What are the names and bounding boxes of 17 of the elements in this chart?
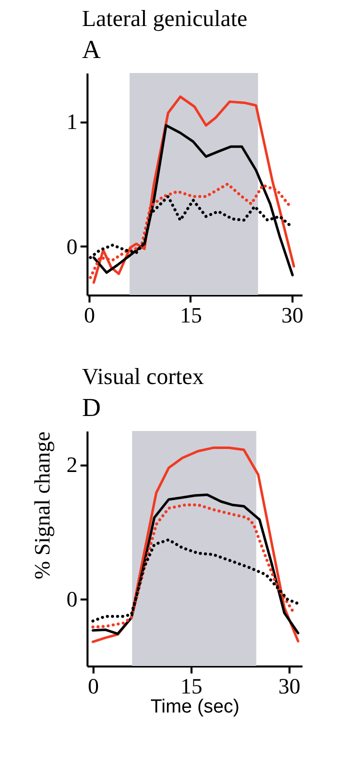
- chart-title: Lateral geniculate: [82, 6, 248, 31]
- x-tick-label: 30: [281, 302, 304, 328]
- chart-subtitle: A: [82, 35, 101, 64]
- x-axis-title: Time (sec): [150, 696, 240, 718]
- chart-subtitle: D: [82, 393, 101, 422]
- x-tick-label: 30: [278, 674, 300, 698]
- y-tick-label: 0: [66, 234, 78, 259]
- x-tick-label: 0: [84, 302, 96, 328]
- y-tick-label: 0: [66, 586, 78, 612]
- line-series: [92, 124, 294, 276]
- y-tick-label: 2: [66, 452, 78, 478]
- chart-title: Visual cortex: [82, 364, 204, 389]
- x-tick-label: 0: [88, 674, 99, 698]
- x-tick-label: 15: [180, 302, 202, 328]
- y-axis-title: % Signal change: [30, 432, 54, 580]
- y-tick-label: 1: [66, 109, 78, 134]
- x-tick-label: 15: [180, 674, 202, 698]
